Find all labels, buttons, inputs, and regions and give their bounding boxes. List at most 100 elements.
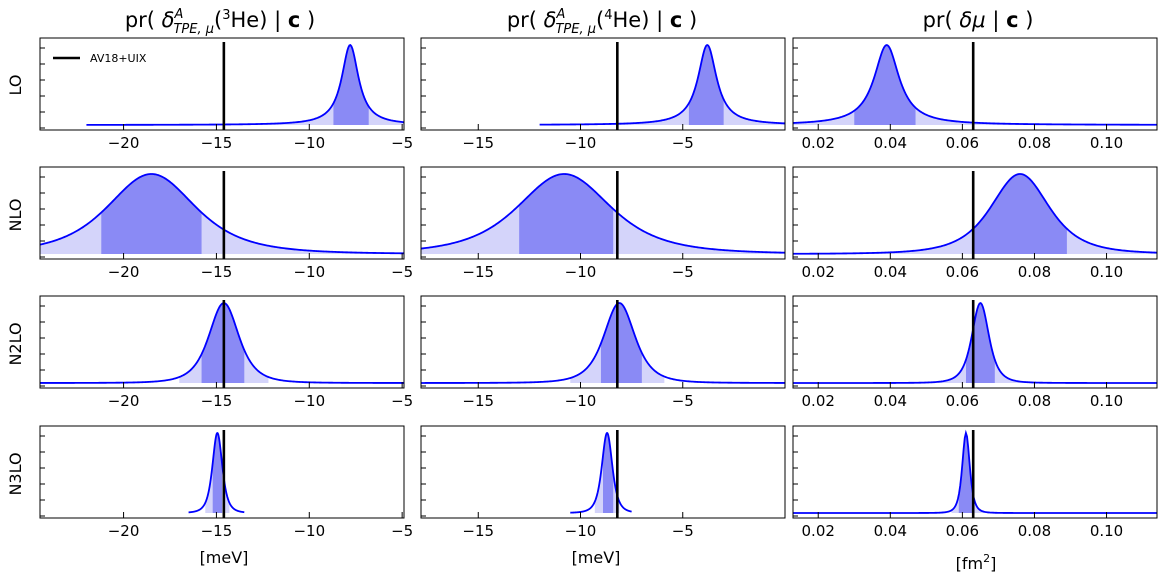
band-68-he4-lo bbox=[688, 45, 724, 125]
panel-plot-area bbox=[793, 300, 1157, 388]
x-tick-label: 0.08 bbox=[1018, 522, 1051, 540]
row-label-nlo: NLO bbox=[6, 199, 25, 232]
density-curve-he3-lo bbox=[86, 43, 404, 126]
column-title-mu: pr( δμ | c ) bbox=[923, 8, 1034, 33]
x-tick-label: 0.10 bbox=[1090, 522, 1123, 540]
band-68-he4-nlo bbox=[519, 174, 614, 254]
band-68-mu-n3lo bbox=[958, 433, 974, 513]
band-68-he3-lo bbox=[333, 45, 369, 125]
panel-plot-area bbox=[40, 300, 404, 388]
band-68-mu-nlo bbox=[973, 174, 1067, 254]
x-tick-label: −5 bbox=[672, 522, 694, 540]
panel-frame bbox=[39, 37, 405, 131]
density-curve-mu-lo bbox=[793, 44, 1157, 126]
density-curve-mu-n3lo bbox=[793, 429, 1157, 514]
panel-frame bbox=[420, 166, 786, 260]
density-curve-mu-n2lo bbox=[793, 301, 1157, 384]
panel-plot-area bbox=[539, 42, 785, 130]
panel-he3-n3lo: −20 −15 −10 −5 bbox=[39, 425, 413, 540]
density-curve-he4-n2lo bbox=[421, 302, 785, 384]
x-tick-label: 0.04 bbox=[874, 522, 907, 540]
row-label-n2lo: N2LO bbox=[6, 322, 25, 365]
panel-plot-area bbox=[793, 171, 1157, 259]
panel-frame bbox=[792, 166, 1158, 260]
panel-he3-nlo: −20 −15 −10 −5 bbox=[39, 166, 413, 281]
x-tick-label: −15 bbox=[462, 392, 494, 410]
x-tick-label: −5 bbox=[391, 392, 413, 410]
x-tick-label: −5 bbox=[672, 134, 694, 152]
x-tick-label: 0.10 bbox=[1090, 134, 1123, 152]
panel-frame bbox=[420, 37, 786, 131]
row-label-n3lo: N3LO bbox=[6, 452, 25, 495]
panel-he3-n2lo: −20 −15 −10 −5 bbox=[39, 295, 413, 410]
panel-frame bbox=[792, 425, 1158, 519]
panel-he4-n3lo: −15 −10 −5 bbox=[420, 425, 786, 540]
x-tick-label: −15 bbox=[462, 522, 494, 540]
x-tick-label: −10 bbox=[293, 263, 325, 281]
xlabel-he3: [meV] bbox=[200, 548, 249, 567]
density-curve-he4-nlo bbox=[421, 173, 785, 254]
x-tick-label: −10 bbox=[565, 263, 597, 281]
legend-label: AV18+UIX bbox=[90, 52, 147, 65]
x-tick-label: 0.06 bbox=[946, 392, 979, 410]
x-tick-label: −10 bbox=[293, 522, 325, 540]
panel-frame bbox=[792, 295, 1158, 389]
band-95-he3-nlo bbox=[40, 174, 404, 254]
x-tick-label: 0.10 bbox=[1090, 263, 1123, 281]
x-tick-label: −20 bbox=[108, 522, 140, 540]
band-95-mu-lo bbox=[793, 45, 1157, 125]
x-tick-label: −15 bbox=[201, 522, 233, 540]
density-curve-he3-n3lo bbox=[188, 432, 245, 514]
x-tick-label: 0.08 bbox=[1018, 134, 1051, 152]
panel-plot-area bbox=[40, 171, 404, 259]
panel-plot-area bbox=[793, 429, 1157, 518]
band-68-mu-lo bbox=[854, 45, 916, 126]
x-tick-label: 0.06 bbox=[946, 263, 979, 281]
x-tick-label: 0.04 bbox=[874, 392, 907, 410]
x-tick-label: −10 bbox=[293, 392, 325, 410]
density-curve-mu-nlo bbox=[793, 173, 1157, 255]
x-tick-label: 0.04 bbox=[874, 134, 907, 152]
x-tick-label: 0.02 bbox=[802, 522, 835, 540]
panel-frame bbox=[420, 295, 786, 389]
x-tick-label: −15 bbox=[201, 263, 233, 281]
density-curve-he3-nlo bbox=[40, 173, 404, 255]
x-tick-label: −10 bbox=[565, 134, 597, 152]
x-tick-label: −5 bbox=[391, 263, 413, 281]
x-tick-label: 0.02 bbox=[802, 134, 835, 152]
x-tick-label: −5 bbox=[391, 134, 413, 152]
panel-plot-area bbox=[86, 42, 404, 130]
density-curve-he4-lo bbox=[539, 44, 785, 126]
x-tick-label: −5 bbox=[391, 522, 413, 540]
x-tick-label: 0.08 bbox=[1018, 263, 1051, 281]
panel-plot-area bbox=[570, 430, 632, 518]
panel-mu-nlo: 0.02 0.04 0.06 0.08 0.10 bbox=[792, 166, 1158, 281]
panel-mu-lo: 0.02 0.04 0.06 0.08 0.10 bbox=[792, 37, 1158, 152]
x-tick-label: −20 bbox=[108, 263, 140, 281]
row-label-lo: LO bbox=[6, 75, 25, 96]
panels-grid: −20 −15 −10 −5−20 −15 −10 −5−20 −15 −10 −5−20 −15−… bbox=[39, 37, 1158, 540]
x-tick-label: −15 bbox=[462, 134, 494, 152]
x-tick-label: 0.06 bbox=[946, 522, 979, 540]
panel-frame bbox=[39, 425, 405, 519]
panel-plot-area bbox=[421, 300, 785, 388]
panel-he3-lo: −20 −15 −10 −5 bbox=[39, 37, 413, 152]
band-95-he4-lo bbox=[539, 45, 785, 126]
panel-plot-area bbox=[793, 42, 1157, 130]
column-title-he3: pr( δA TPE, μ(3He) | c ) bbox=[125, 7, 315, 37]
panel-plot-area bbox=[421, 171, 785, 259]
panel-frame bbox=[39, 166, 405, 260]
band-68-he3-nlo bbox=[101, 174, 202, 254]
band-68-he4-n2lo bbox=[600, 303, 642, 383]
panel-he4-nlo: −15 −10 −5 bbox=[420, 166, 786, 281]
x-tick-label: −15 bbox=[462, 263, 494, 281]
panel-he4-lo: −15 −10 −5 bbox=[420, 37, 786, 152]
column-title-he4: pr( δA TPE, μ(4He) | c ) bbox=[507, 7, 697, 37]
x-tick-label: −5 bbox=[672, 263, 694, 281]
band-68-he3-n3lo bbox=[212, 433, 222, 513]
x-tick-label: 0.10 bbox=[1090, 392, 1123, 410]
panel-plot-area bbox=[188, 430, 245, 518]
panel-mu-n2lo: 0.02 0.04 0.06 0.08 0.10 bbox=[792, 295, 1158, 410]
x-tick-label: −15 bbox=[201, 134, 233, 152]
